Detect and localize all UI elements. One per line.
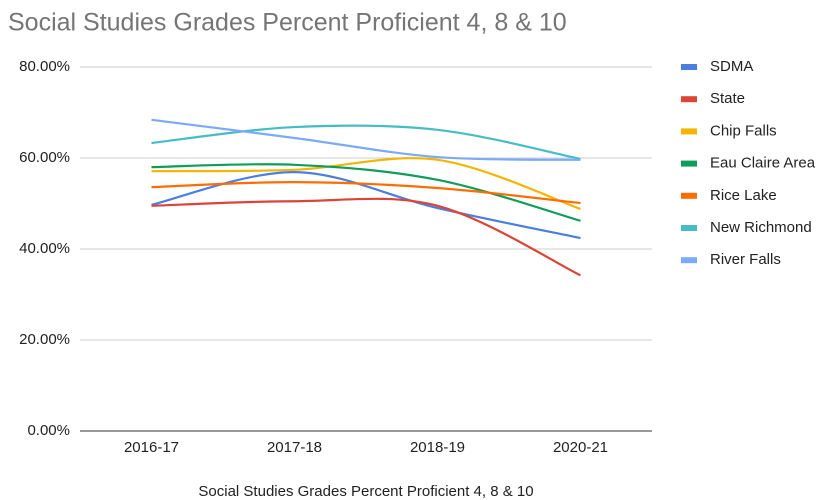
series-line xyxy=(151,197,581,277)
x-tick-label: 2018-19 xyxy=(410,439,465,456)
legend-swatch xyxy=(681,257,697,264)
y-tick-label: 80.00% xyxy=(19,58,70,75)
legend-label: Rice Lake xyxy=(710,187,777,204)
legend-label: State xyxy=(710,90,745,107)
x-tick-label: 2017-18 xyxy=(267,439,322,456)
legend-label: SDMA xyxy=(710,58,753,75)
legend-label: New Richmond xyxy=(710,219,812,236)
legend-swatch xyxy=(681,160,697,167)
legend-swatch xyxy=(681,96,697,103)
legend-swatch xyxy=(681,192,697,199)
y-tick-label: 60.00% xyxy=(19,149,70,166)
y-tick-label: 40.00% xyxy=(19,240,70,257)
legend-swatch xyxy=(681,225,697,231)
y-tick-label: 0.00% xyxy=(27,422,70,439)
series-line xyxy=(151,118,581,161)
series-line xyxy=(151,171,581,240)
legend-swatch xyxy=(681,64,697,70)
legend-label: Chip Falls xyxy=(710,122,777,139)
series-line xyxy=(151,157,581,211)
legend-swatch xyxy=(681,128,697,135)
series-line xyxy=(151,163,581,222)
legend-label: River Falls xyxy=(710,251,781,268)
y-tick-label: 20.00% xyxy=(19,331,70,348)
legend-label: Eau Claire Area xyxy=(710,155,816,172)
x-tick-label: 2016-17 xyxy=(124,439,179,456)
x-axis-title: Social Studies Grades Percent Proficient… xyxy=(198,483,533,500)
series-line xyxy=(151,181,581,205)
series-line xyxy=(151,124,581,160)
x-tick-label: 2020-21 xyxy=(553,439,608,456)
chart-title: Social Studies Grades Percent Proficient… xyxy=(8,9,567,37)
